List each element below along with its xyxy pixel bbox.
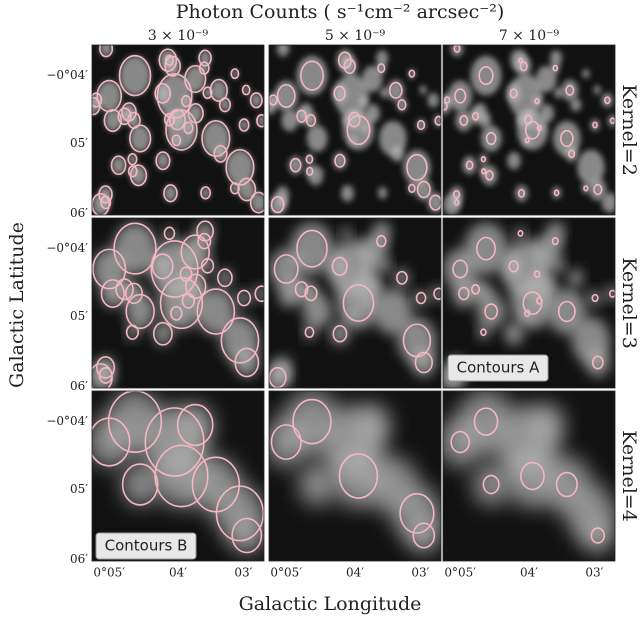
- emission: [594, 85, 601, 94]
- x-tick-label: 03′: [411, 566, 429, 580]
- image-panel: [87, 41, 267, 216]
- emission: [428, 93, 439, 108]
- emission: [473, 103, 487, 121]
- emission: [177, 404, 214, 447]
- image-panel: [89, 218, 268, 392]
- y-tick-label: 06′: [70, 206, 88, 220]
- emission: [590, 119, 599, 131]
- emission: [515, 227, 525, 239]
- x-axis-label: Galactic Longitude: [239, 593, 422, 615]
- x-tick-label: 04′: [169, 566, 187, 580]
- emission: [379, 258, 391, 273]
- emission: [582, 518, 613, 554]
- x-tick-label: 0°05′: [444, 566, 476, 580]
- row-label: Kernel=2: [618, 84, 640, 176]
- emission: [264, 98, 277, 115]
- column-label: 7 × 10⁻⁹: [499, 28, 560, 44]
- emission: [471, 56, 502, 96]
- emission: [539, 104, 554, 123]
- annotation: Contours B: [105, 537, 188, 555]
- emission: [473, 463, 510, 506]
- emission: [365, 104, 380, 123]
- x-tick-label: 04′: [346, 566, 364, 580]
- emission: [549, 233, 562, 248]
- emission: [565, 146, 578, 162]
- emission: [341, 227, 351, 239]
- image-panel: [439, 389, 616, 561]
- emission: [582, 183, 590, 194]
- emission: [503, 254, 524, 279]
- column-label: 3 × 10⁻⁹: [148, 28, 209, 44]
- emission: [359, 96, 367, 107]
- emission: [561, 80, 578, 102]
- y-tick-label: 05′: [70, 482, 88, 496]
- emission: [553, 258, 565, 273]
- emission: [307, 125, 328, 152]
- emission: [481, 125, 502, 152]
- x-tick-label: 03′: [234, 566, 252, 580]
- emission: [516, 114, 526, 126]
- y-tick-label: 06′: [70, 379, 88, 393]
- emission: [122, 463, 159, 506]
- emission: [504, 322, 523, 345]
- y-tick-label: −0°04′: [46, 68, 88, 82]
- emission: [507, 152, 521, 169]
- image-panel: [264, 41, 444, 216]
- y-tick-label: −0°04′: [46, 241, 88, 255]
- emission: [391, 146, 404, 162]
- emission: [589, 290, 602, 306]
- emission: [602, 93, 613, 108]
- figure: Photon Counts ( s⁻¹cm⁻² arcsec⁻²) Galact…: [0, 0, 644, 618]
- y-tick-label: 05′: [70, 136, 88, 150]
- emission: [608, 115, 617, 127]
- image-panel: [266, 218, 445, 392]
- y-tick-label: −0°04′: [46, 414, 88, 428]
- emission: [569, 269, 584, 287]
- x-tick-label: 0°05′: [93, 566, 125, 580]
- emission: [477, 325, 489, 339]
- row-label: Kernel=4: [618, 430, 640, 522]
- emission: [506, 84, 521, 103]
- emission: [378, 187, 387, 199]
- annotation: Contours A: [457, 359, 540, 377]
- image-panel: [438, 41, 618, 216]
- image-panel: [265, 389, 442, 561]
- emission: [551, 62, 560, 74]
- emission: [582, 69, 589, 78]
- y-tick-label: 05′: [70, 309, 88, 323]
- emission: [479, 154, 488, 165]
- emission: [455, 110, 472, 132]
- emission: [533, 96, 541, 107]
- emission: [299, 463, 336, 506]
- emission: [420, 85, 427, 94]
- emission: [586, 348, 610, 377]
- emission: [448, 81, 472, 112]
- emission: [552, 187, 561, 199]
- emission: [341, 185, 354, 202]
- emission: [467, 279, 485, 300]
- figure-title: Photon Counts ( s⁻¹cm⁻² arcsec⁻²): [176, 1, 505, 23]
- emission: [515, 185, 528, 202]
- emission: [354, 404, 391, 447]
- emission: [281, 110, 298, 132]
- y-tick-label: 06′: [70, 552, 88, 566]
- x-tick-label: 0°05′: [270, 566, 302, 580]
- x-tick-label: 04′: [520, 566, 538, 580]
- emission: [451, 41, 463, 57]
- x-tick-label: 03′: [585, 566, 603, 580]
- emission: [277, 41, 289, 57]
- panels: −0°04′ 05′ 06′ Kernel=2 −0°04′ 05′ 06′ Kernel=3…: [46, 28, 640, 580]
- column-label: 5 × 10⁻⁹: [325, 28, 386, 44]
- emission: [606, 286, 619, 302]
- emission: [528, 404, 565, 447]
- row-label: Kernel=3: [618, 257, 640, 349]
- y-axis-label: Galactic Latitude: [6, 222, 28, 388]
- emission: [463, 156, 477, 174]
